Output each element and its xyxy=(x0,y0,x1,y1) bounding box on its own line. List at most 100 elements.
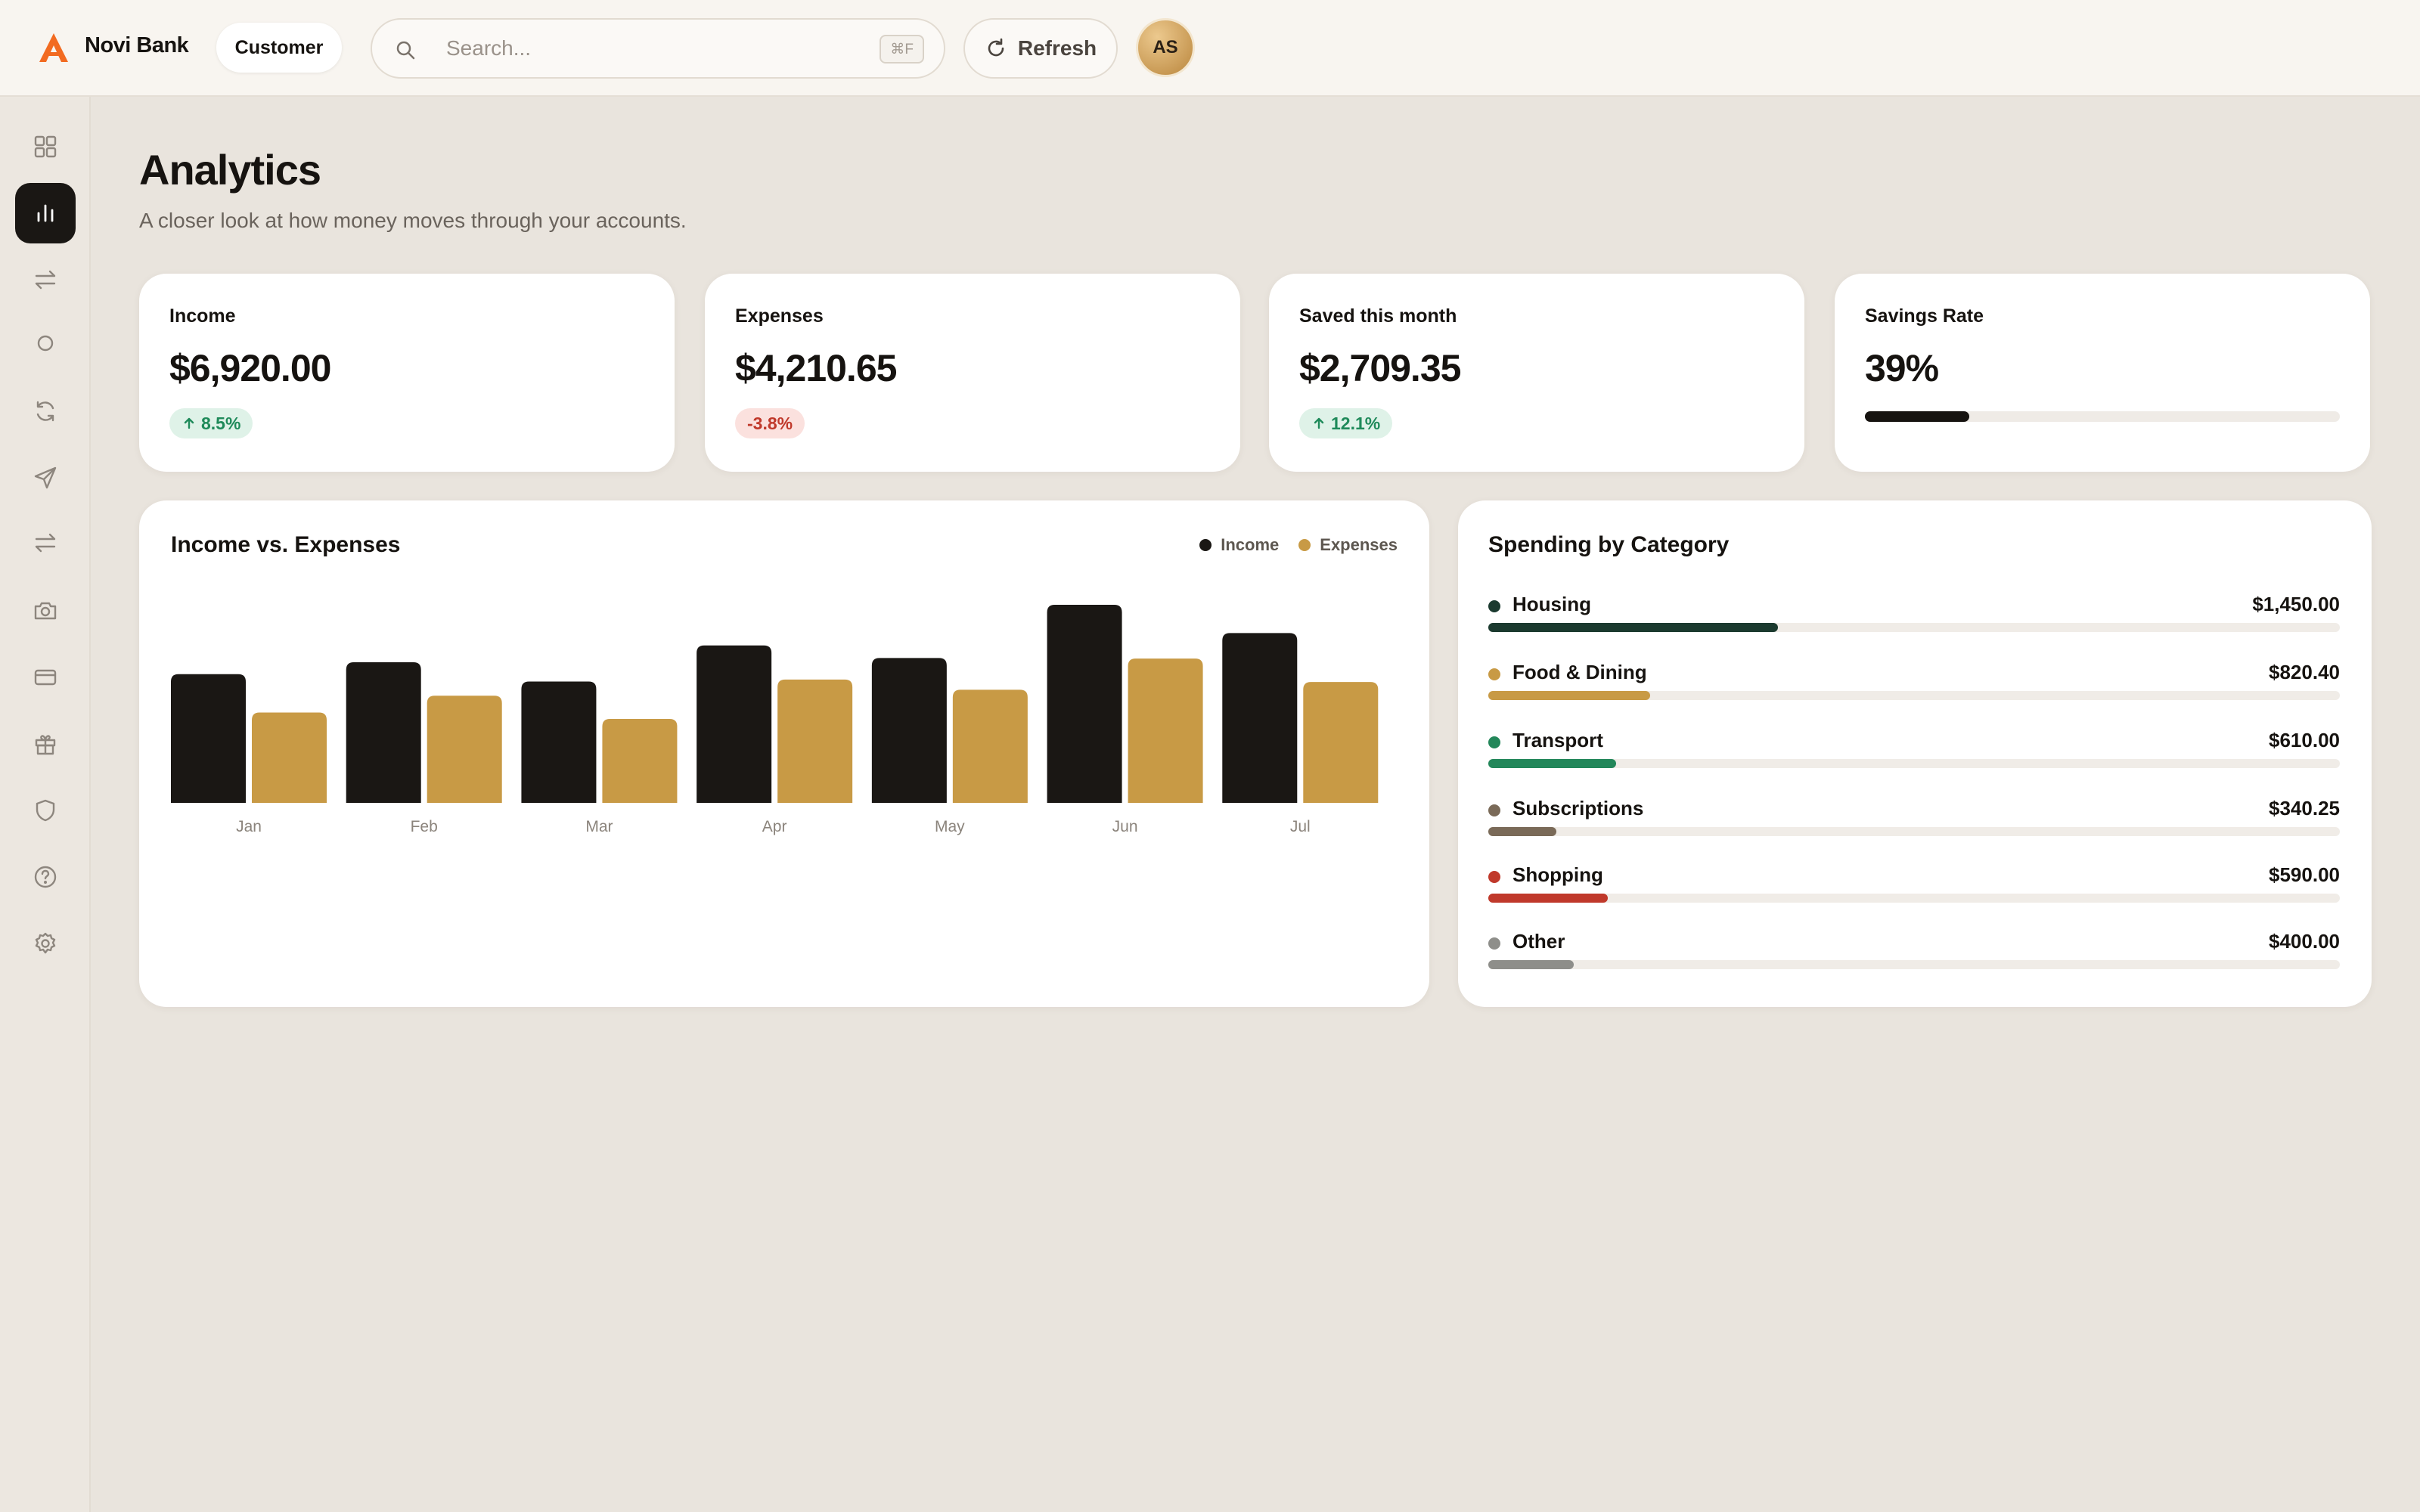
sidebar-item-settings[interactable] xyxy=(15,913,76,974)
category-amount: $400.00 xyxy=(2269,930,2340,953)
bar-income-apr[interactable] xyxy=(697,645,772,803)
refresh-button[interactable]: Refresh xyxy=(963,18,1118,79)
sidebar-item-transfers[interactable] xyxy=(15,249,76,310)
bar-expenses-jan[interactable] xyxy=(252,712,327,803)
refresh-label: Refresh xyxy=(1017,36,1097,60)
category-amount: $820.40 xyxy=(2269,661,2340,683)
brand-name: Novi Bank xyxy=(85,33,189,57)
bar-income-feb[interactable] xyxy=(346,662,421,803)
sidebar-item-dashboard[interactable] xyxy=(15,116,76,177)
spending-row-other[interactable]: Other $400.00 xyxy=(1488,927,2340,980)
kpi-label: Expenses xyxy=(735,305,824,327)
category-amount: $340.25 xyxy=(2269,797,2340,820)
kpi-label: Income xyxy=(169,305,236,327)
bar-expenses-may[interactable] xyxy=(952,689,1028,803)
bar-expenses-apr[interactable] xyxy=(777,679,853,803)
gear-icon xyxy=(35,932,56,954)
sidebar-item-security[interactable] xyxy=(15,780,76,841)
category-name: Shopping xyxy=(1512,863,1603,886)
kpi-card-saved: Saved this month $2,709.35 12.1% xyxy=(1269,274,1804,472)
category-bar-fill xyxy=(1488,623,1778,632)
spending-row-shopping[interactable]: Shopping $590.00 xyxy=(1488,860,2340,913)
change-badge: 12.1% xyxy=(1299,408,1393,438)
x-tick-label: Jun xyxy=(1112,818,1138,835)
sidebar-item-send[interactable] xyxy=(15,448,76,508)
sidebar-item-help[interactable] xyxy=(15,847,76,907)
kpi-label: Saved this month xyxy=(1299,305,1457,327)
gift-icon xyxy=(35,735,56,755)
sidebar-item-analytics[interactable] xyxy=(15,183,76,243)
category-bar-fill xyxy=(1488,691,1650,700)
role-switcher[interactable]: Customer xyxy=(216,23,342,73)
search-shortcut: ⌘F xyxy=(880,35,924,64)
sidebar-item-deposit[interactable] xyxy=(15,581,76,641)
help-icon xyxy=(34,866,57,888)
sidebar-item-rewards[interactable] xyxy=(15,714,76,774)
spending-row-housing[interactable]: Housing $1,450.00 xyxy=(1488,590,2340,643)
x-tick-label: Apr xyxy=(762,818,787,835)
kpi-value: 39% xyxy=(1865,347,1939,389)
x-tick-label: Jan xyxy=(236,818,262,835)
camera-icon xyxy=(34,602,57,620)
shield-icon xyxy=(36,799,55,822)
spending-row-subscriptions[interactable]: Subscriptions $340.25 xyxy=(1488,794,2340,847)
category-amount: $610.00 xyxy=(2269,729,2340,751)
top-bar: Novi Bank Customer ⌘F Refresh AS xyxy=(0,0,2420,97)
x-tick-label: Jul xyxy=(1290,818,1311,835)
savings-rate-bar xyxy=(1865,411,2340,422)
category-bar xyxy=(1488,691,2340,700)
sidebar-item-cards[interactable] xyxy=(15,647,76,708)
category-dot xyxy=(1488,668,1500,680)
exchange-icon xyxy=(35,533,56,553)
search-input[interactable] xyxy=(446,32,847,65)
bar-expenses-feb[interactable] xyxy=(427,696,502,803)
bar-expenses-mar[interactable] xyxy=(602,718,678,803)
kpi-card-savings-rate: Savings Rate 39% xyxy=(1835,274,2370,472)
bar-expenses-jul[interactable] xyxy=(1303,682,1379,803)
category-bar-fill xyxy=(1488,894,1608,903)
sidebar xyxy=(0,97,91,1512)
legend-label: Income xyxy=(1221,535,1280,554)
legend-dot xyxy=(1298,539,1311,551)
sidebar-item-exchange[interactable] xyxy=(15,513,76,573)
category-dot xyxy=(1488,600,1500,612)
legend-label: Expenses xyxy=(1320,535,1398,554)
x-tick-label: Feb xyxy=(411,818,438,835)
change-badge: 8.5% xyxy=(169,408,253,438)
category-name: Food & Dining xyxy=(1512,661,1647,683)
category-dot xyxy=(1488,804,1500,816)
legend-dot xyxy=(1199,539,1212,551)
kpi-value: $4,210.65 xyxy=(735,347,897,389)
kpi-label: Savings Rate xyxy=(1865,305,1984,327)
category-bar-fill xyxy=(1488,827,1557,836)
bar-income-may[interactable] xyxy=(871,658,947,803)
kpi-card-expenses: Expenses $4,210.65 -3.8% xyxy=(705,274,1240,472)
refresh-cycle-icon xyxy=(36,401,54,422)
category-name: Subscriptions xyxy=(1512,797,1644,820)
category-bar xyxy=(1488,623,2340,632)
x-tick-label: Mar xyxy=(585,818,613,835)
category-dot xyxy=(1488,937,1500,950)
page-title: Analytics xyxy=(139,146,321,194)
search-box[interactable]: ⌘F xyxy=(371,18,945,79)
category-amount: $590.00 xyxy=(2269,863,2340,886)
card-icon xyxy=(34,669,57,686)
sidebar-item-accounts[interactable] xyxy=(15,313,76,373)
search-icon xyxy=(396,41,415,60)
bar-income-jun[interactable] xyxy=(1047,605,1122,803)
legend-item-expenses: Expenses xyxy=(1298,535,1398,555)
chart-title: Income vs. Expenses xyxy=(171,532,401,557)
bar-chart-icon xyxy=(37,204,54,222)
spending-row-food-dining[interactable]: Food & Dining $820.40 xyxy=(1488,658,2340,711)
income-expenses-chart: Jan Feb Mar Apr May Jun Jul xyxy=(171,605,1379,835)
category-bar-fill xyxy=(1488,960,1574,969)
category-bar xyxy=(1488,827,2340,836)
category-amount: $1,450.00 xyxy=(2252,593,2340,615)
avatar[interactable]: AS xyxy=(1136,18,1195,77)
sidebar-item-recurring[interactable] xyxy=(15,381,76,442)
bar-income-mar[interactable] xyxy=(521,681,597,803)
bar-expenses-jun[interactable] xyxy=(1128,658,1203,803)
bar-income-jul[interactable] xyxy=(1222,633,1298,803)
bar-income-jan[interactable] xyxy=(171,674,246,803)
spending-row-transport[interactable]: Transport $610.00 xyxy=(1488,726,2340,779)
